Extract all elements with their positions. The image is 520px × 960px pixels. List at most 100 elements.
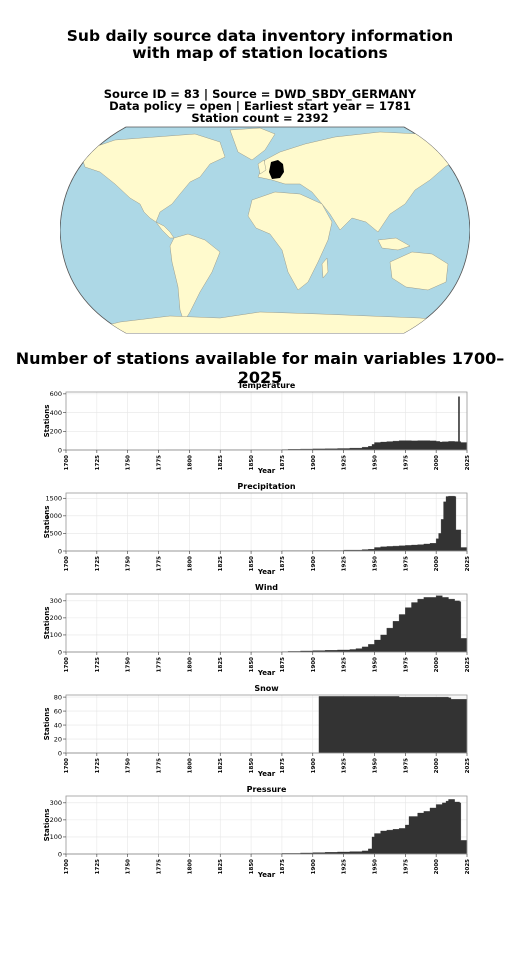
x-tick-label: 1800 xyxy=(187,758,193,773)
precipitation-series-area xyxy=(66,496,468,552)
x-tick-label: 1700 xyxy=(64,556,70,571)
x-tick-label: 2000 xyxy=(434,455,440,470)
y-tick-label: 500 xyxy=(50,530,62,538)
y-tick-label: 100 xyxy=(50,833,62,841)
x-tick-label: 1925 xyxy=(342,758,348,773)
y-tick-label: 200 xyxy=(50,614,62,622)
x-tick-label: 2025 xyxy=(465,657,471,672)
x-tick-label: 1700 xyxy=(64,758,70,773)
y-tick-label: 200 xyxy=(50,816,62,824)
new-zealand xyxy=(453,287,463,307)
x-tick-label: 1700 xyxy=(64,859,70,874)
x-tick-label: 1850 xyxy=(249,758,255,773)
x-tick-label: 1725 xyxy=(95,657,101,672)
x-tick-label: 1825 xyxy=(218,859,224,874)
snow-series-area xyxy=(66,696,468,754)
station-map xyxy=(60,126,470,334)
x-tick-label: 1950 xyxy=(372,758,378,773)
x-tick-label: 1875 xyxy=(280,556,286,571)
x-tick-label: 1975 xyxy=(403,657,409,672)
y-tick-label: 80 xyxy=(54,693,62,701)
x-tick-label: 1825 xyxy=(218,455,224,470)
y-tick-label: 20 xyxy=(54,735,62,743)
y-tick-label: 40 xyxy=(54,721,62,729)
x-tick-label: 1850 xyxy=(249,455,255,470)
y-tick-label: 200 xyxy=(50,428,62,436)
x-tick-label: 1975 xyxy=(403,455,409,470)
x-tick-label: 1825 xyxy=(218,758,224,773)
pressure-plot-frame xyxy=(65,795,468,855)
temperature-x-axis-label: Year xyxy=(257,467,276,475)
y-tick-label: 300 xyxy=(50,799,62,807)
x-tick-label: 1875 xyxy=(280,758,286,773)
wind-x-axis-label: Year xyxy=(257,669,276,677)
wind-plot-frame xyxy=(65,593,468,653)
x-tick-label: 1750 xyxy=(126,556,132,571)
x-tick-label: 1725 xyxy=(95,556,101,571)
wind-chart-title: Wind xyxy=(255,583,278,592)
x-tick-label: 1725 xyxy=(95,455,101,470)
pressure-y-axis-label: Stations xyxy=(43,809,51,842)
precipitation-plot-frame xyxy=(65,492,468,552)
x-tick-label: 1825 xyxy=(218,556,224,571)
x-tick-label: 1725 xyxy=(95,859,101,874)
x-tick-label: 1800 xyxy=(187,657,193,672)
y-tick-label: 600 xyxy=(50,390,62,398)
x-tick-label: 1925 xyxy=(342,657,348,672)
australia xyxy=(389,251,449,291)
x-tick-label: 1775 xyxy=(157,859,163,874)
y-tick-label: 400 xyxy=(50,409,62,417)
snow-plot-frame xyxy=(65,694,468,754)
y-tick-label: 1000 xyxy=(45,512,62,520)
north-america xyxy=(79,133,226,223)
x-tick-label: 2025 xyxy=(465,455,471,470)
x-tick-label: 1950 xyxy=(372,455,378,470)
x-tick-label: 1750 xyxy=(126,758,132,773)
x-tick-label: 1950 xyxy=(372,556,378,571)
x-tick-label: 1850 xyxy=(249,657,255,672)
x-tick-label: 1900 xyxy=(311,455,317,470)
uk-island xyxy=(257,159,267,175)
section-title: Number of stations available for main va… xyxy=(15,349,505,387)
x-tick-label: 1725 xyxy=(95,758,101,773)
station-count-line: Station count = 2392 xyxy=(191,111,329,125)
wind-series-area xyxy=(66,595,468,653)
x-tick-label: 1750 xyxy=(126,455,132,470)
x-tick-label: 1700 xyxy=(64,657,70,672)
snow-x-axis-label: Year xyxy=(257,770,276,778)
x-tick-label: 2000 xyxy=(434,657,440,672)
x-tick-label: 2000 xyxy=(434,758,440,773)
x-tick-label: 1825 xyxy=(218,657,224,672)
precipitation-x-axis-label: Year xyxy=(257,568,276,576)
y-tick-label: 60 xyxy=(54,707,62,715)
x-tick-label: 1800 xyxy=(187,859,193,874)
africa xyxy=(247,191,333,291)
y-tick-label: 0 xyxy=(58,850,62,858)
precipitation-chart-title: Precipitation xyxy=(237,482,295,491)
y-tick-label: 0 xyxy=(58,749,62,757)
greenland xyxy=(229,127,276,161)
south-america xyxy=(169,233,221,323)
x-tick-label: 1975 xyxy=(403,556,409,571)
x-tick-label: 1950 xyxy=(372,657,378,672)
x-tick-label: 1750 xyxy=(126,657,132,672)
x-tick-label: 1950 xyxy=(372,859,378,874)
x-tick-label: 1900 xyxy=(311,859,317,874)
y-tick-label: 100 xyxy=(50,631,62,639)
y-tick-label: 0 xyxy=(58,446,62,454)
x-tick-label: 2025 xyxy=(465,859,471,874)
wind-y-axis-label: Stations xyxy=(43,607,51,640)
x-tick-label: 1900 xyxy=(311,556,317,571)
x-tick-label: 1775 xyxy=(157,556,163,571)
x-tick-label: 1925 xyxy=(342,859,348,874)
pressure-series-area xyxy=(66,799,468,855)
x-tick-label: 1850 xyxy=(249,556,255,571)
temperature-plot-frame xyxy=(65,391,468,451)
y-tick-label: 0 xyxy=(58,648,62,656)
y-tick-label: 0 xyxy=(58,547,62,555)
page-title-line2: with map of station locations xyxy=(132,44,388,62)
x-tick-label: 1900 xyxy=(311,657,317,672)
x-tick-label: 1900 xyxy=(311,758,317,773)
x-tick-label: 1700 xyxy=(64,455,70,470)
